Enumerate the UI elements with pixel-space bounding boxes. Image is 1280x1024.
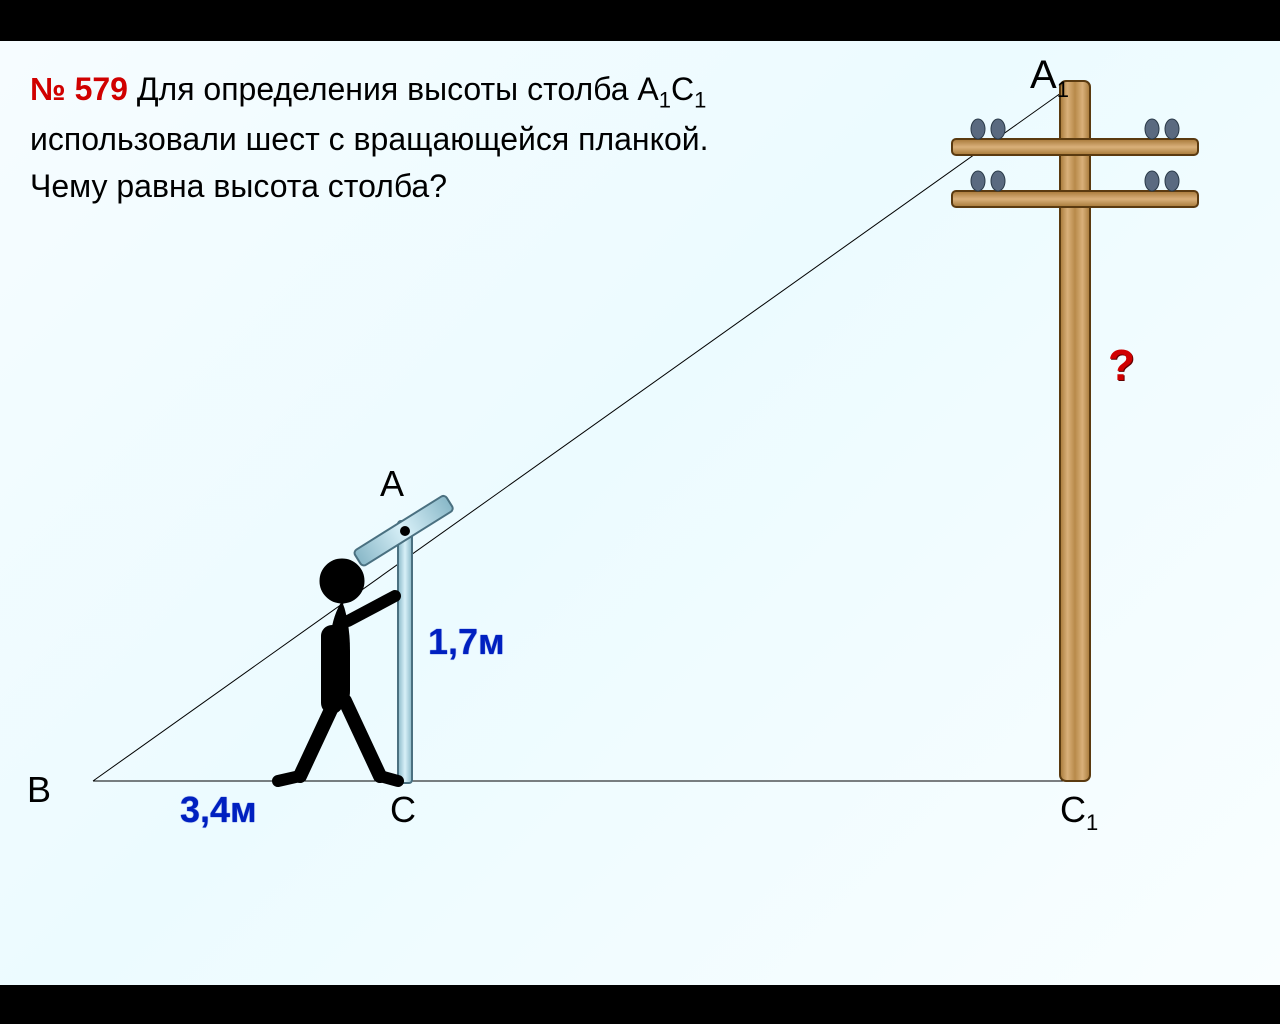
plank-pivot — [400, 526, 410, 536]
geometry-lines — [93, 83, 1075, 781]
unknown-question: ? — [1108, 341, 1135, 391]
label-B: B — [27, 769, 51, 811]
crossarm-upper — [952, 139, 1198, 155]
diagram-svg — [0, 41, 1280, 985]
measure-ac: 1,7м — [428, 621, 505, 663]
label-C: C — [390, 789, 416, 831]
utility-pole — [952, 81, 1198, 781]
measure-bc: 3,4м — [180, 789, 257, 831]
stage: № 579 Для определения высоты столба A1C1… — [0, 0, 1280, 1024]
label-A: A — [380, 463, 404, 505]
person-icon — [278, 559, 398, 781]
crossarm-lower — [952, 191, 1198, 207]
label-A1: A1 — [1030, 53, 1069, 103]
label-C1: C1 — [1060, 789, 1098, 836]
diagram-canvas: № 579 Для определения высоты столба A1C1… — [0, 40, 1280, 986]
line-sight — [93, 83, 1075, 781]
